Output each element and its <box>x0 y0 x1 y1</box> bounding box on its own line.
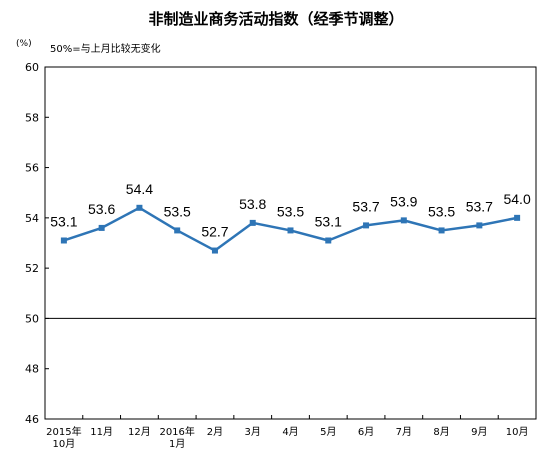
data-label: 53.9 <box>390 193 417 209</box>
data-point <box>476 222 483 229</box>
data-point <box>136 204 143 211</box>
y-axis: 60 58 56 54 52 50 48 46 <box>25 61 49 426</box>
y-tick-label: 60 <box>25 61 39 74</box>
x-tick-label: 8月 <box>433 426 449 438</box>
x-tick-label: 1月 <box>169 438 185 450</box>
data-point <box>287 227 294 234</box>
x-tick-label: 2月 <box>207 426 223 438</box>
data-point <box>211 247 218 254</box>
y-tick-label: 58 <box>25 111 39 124</box>
data-point <box>438 227 445 234</box>
data-labels: 53.1 53.6 54.4 53.5 52.7 53.8 53.5 53.1 53.7 53.9… <box>50 181 531 240</box>
data-label: 53.5 <box>164 203 191 219</box>
data-label: 54.0 <box>503 191 530 207</box>
x-tick-label: 5月 <box>320 426 336 438</box>
x-tick-label: 10月 <box>53 438 76 450</box>
unit-label: (%) <box>16 39 32 49</box>
data-points <box>60 204 521 254</box>
data-point <box>325 237 332 244</box>
data-point <box>249 219 256 226</box>
data-point <box>363 222 370 229</box>
y-tick-label: 48 <box>25 363 39 376</box>
data-label: 54.4 <box>126 181 153 197</box>
x-tick-label: 2015年 <box>46 425 81 438</box>
y-tick-label: 52 <box>25 262 39 275</box>
chart-title: 非制造业商务活动指数（经季节调整） <box>148 10 403 28</box>
x-tick-label: 6月 <box>358 426 374 438</box>
data-point <box>174 227 181 234</box>
data-label: 53.1 <box>50 213 77 229</box>
data-label: 52.7 <box>201 224 228 240</box>
y-tick-label: 56 <box>25 162 39 175</box>
x-tick-label: 3月 <box>245 426 261 438</box>
x-tick-label: 4月 <box>282 426 298 438</box>
data-point <box>514 214 521 221</box>
x-tick-label: 10月 <box>506 426 529 438</box>
data-label: 53.5 <box>277 203 304 219</box>
x-tick-label: 2016年 <box>159 425 194 438</box>
baseline-note: 50%=与上月比较无变化 <box>50 42 161 55</box>
data-label: 53.7 <box>466 198 493 214</box>
x-tick-label: 12月 <box>128 426 151 438</box>
y-tick-label: 46 <box>25 413 39 426</box>
data-point <box>98 224 105 231</box>
plot-frame <box>44 66 537 420</box>
x-tick-label: 9月 <box>471 426 487 438</box>
data-point <box>60 237 67 244</box>
data-label: 53.7 <box>352 198 379 214</box>
x-tick-label: 11月 <box>90 426 113 438</box>
data-label: 53.8 <box>239 196 266 212</box>
x-tick-label: 7月 <box>396 426 412 438</box>
data-label: 53.6 <box>88 201 115 217</box>
data-point <box>400 217 407 224</box>
y-tick-label: 54 <box>25 212 39 225</box>
data-label: 53.1 <box>315 213 342 229</box>
data-label: 53.5 <box>428 203 455 219</box>
y-tick-label: 50 <box>25 312 39 325</box>
